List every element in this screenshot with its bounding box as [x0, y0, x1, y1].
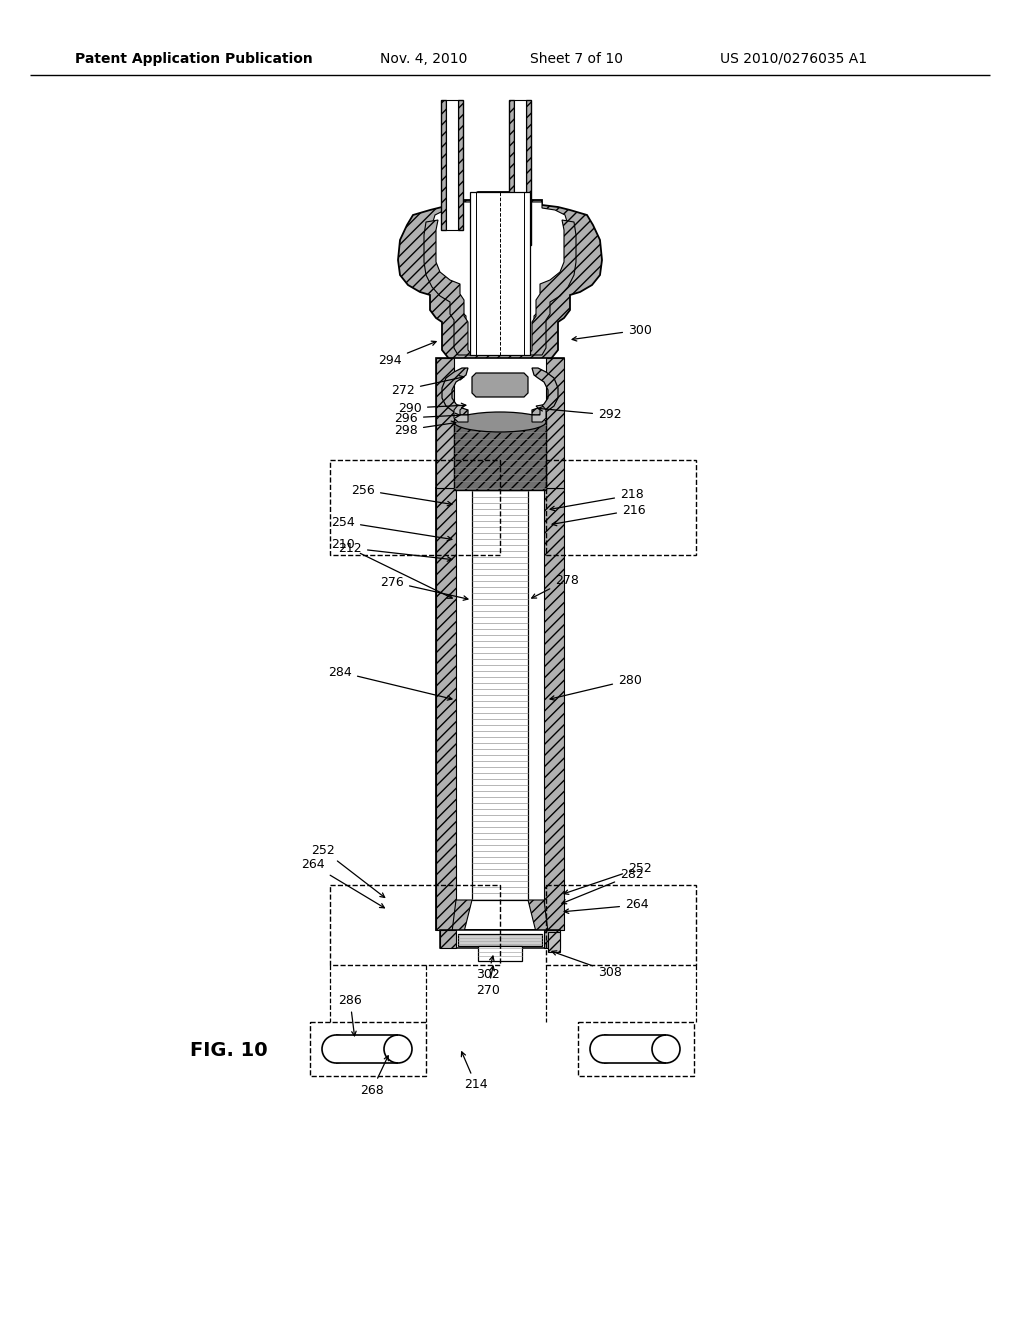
Polygon shape	[528, 220, 575, 355]
Text: FIG. 10: FIG. 10	[190, 1040, 267, 1060]
Text: 264: 264	[564, 899, 648, 913]
Polygon shape	[544, 488, 564, 931]
Text: 300: 300	[572, 323, 652, 341]
Polygon shape	[454, 405, 468, 422]
Polygon shape	[436, 488, 456, 931]
Bar	[458, 935, 542, 946]
Polygon shape	[528, 900, 549, 940]
Polygon shape	[526, 100, 531, 246]
Polygon shape	[451, 900, 472, 940]
Polygon shape	[442, 368, 468, 414]
Text: 216: 216	[552, 503, 645, 525]
Text: 210: 210	[331, 539, 453, 598]
Polygon shape	[424, 220, 472, 355]
Text: Sheet 7 of 10: Sheet 7 of 10	[530, 51, 623, 66]
Text: Nov. 4, 2010: Nov. 4, 2010	[380, 51, 467, 66]
Text: 282: 282	[562, 869, 644, 904]
Polygon shape	[544, 931, 560, 948]
Text: 256: 256	[351, 483, 452, 506]
Text: 272: 272	[391, 376, 464, 396]
Text: 254: 254	[331, 516, 452, 541]
Bar	[330, 459, 500, 554]
Polygon shape	[436, 358, 454, 488]
Text: 292: 292	[539, 407, 622, 421]
Text: 294: 294	[379, 341, 436, 367]
Bar	[546, 459, 696, 554]
Bar	[454, 420, 546, 490]
Bar	[436, 358, 564, 488]
Ellipse shape	[454, 412, 546, 432]
Text: 212: 212	[338, 541, 452, 561]
Bar	[578, 1022, 694, 1076]
Polygon shape	[532, 368, 558, 414]
Text: 284: 284	[329, 665, 452, 700]
Polygon shape	[458, 100, 463, 230]
Text: 276: 276	[380, 576, 468, 601]
Polygon shape	[532, 405, 546, 422]
Text: 280: 280	[550, 673, 642, 700]
Polygon shape	[509, 100, 514, 246]
Ellipse shape	[384, 1035, 412, 1063]
Text: 252: 252	[311, 843, 385, 898]
Text: 308: 308	[552, 950, 622, 978]
Polygon shape	[440, 931, 456, 948]
Polygon shape	[430, 194, 570, 355]
Ellipse shape	[652, 1035, 680, 1063]
Ellipse shape	[322, 1035, 350, 1063]
Text: 218: 218	[550, 488, 644, 511]
Text: 290: 290	[398, 401, 466, 414]
Polygon shape	[546, 358, 564, 488]
Bar	[310, 1022, 426, 1076]
Text: 302: 302	[476, 956, 500, 982]
Text: 264: 264	[301, 858, 384, 908]
Polygon shape	[441, 100, 446, 230]
Text: 298: 298	[394, 421, 456, 437]
Bar	[478, 946, 522, 961]
Bar	[604, 1035, 666, 1063]
Text: US 2010/0276035 A1: US 2010/0276035 A1	[720, 51, 867, 66]
Text: 270: 270	[476, 966, 500, 997]
Text: 278: 278	[531, 573, 579, 598]
Text: 214: 214	[462, 1052, 487, 1092]
Text: 268: 268	[360, 1056, 388, 1097]
Bar	[440, 931, 560, 948]
Bar	[514, 100, 526, 246]
Text: 296: 296	[394, 412, 460, 425]
Ellipse shape	[590, 1035, 618, 1063]
Bar	[472, 488, 528, 900]
Bar	[336, 1035, 398, 1063]
Bar	[446, 100, 458, 230]
Bar	[546, 884, 696, 965]
Text: Patent Application Publication: Patent Application Publication	[75, 51, 312, 66]
Text: 252: 252	[564, 862, 651, 895]
Bar	[548, 932, 560, 952]
Polygon shape	[472, 374, 528, 397]
Polygon shape	[398, 191, 602, 366]
Bar	[470, 191, 530, 355]
Bar	[436, 488, 564, 931]
Bar	[330, 884, 500, 965]
Text: 286: 286	[338, 994, 361, 1036]
